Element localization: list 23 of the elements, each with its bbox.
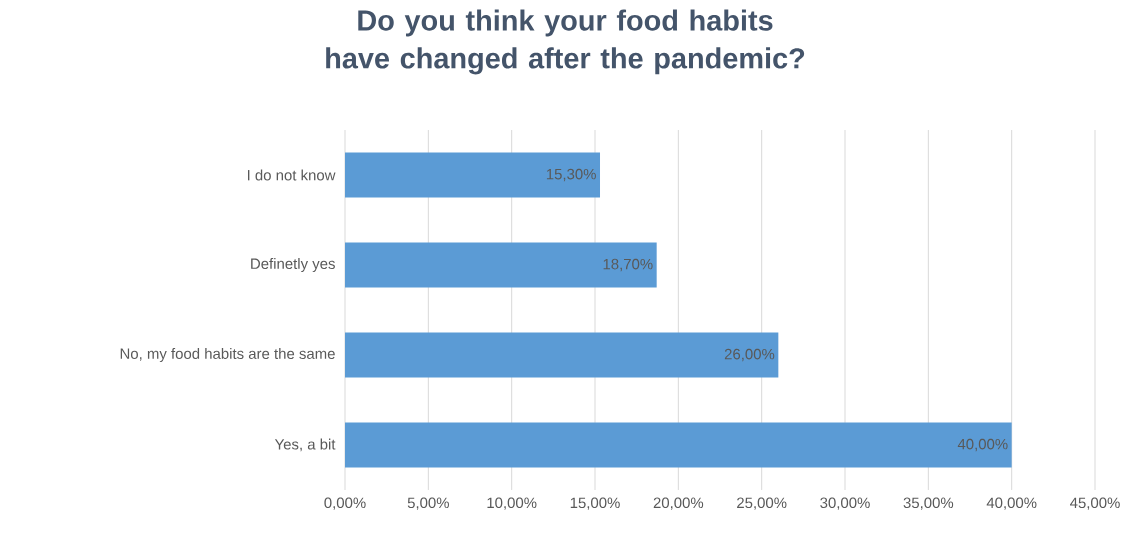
chart-title: Do you think your food habits have changed after the pandemic?: [326, 9, 805, 75]
y-tick-label: Definetly yes: [251, 258, 335, 272]
data-label: 40,00%: [957, 438, 1008, 452]
y-tick-label: I do not know: [247, 169, 336, 181]
x-tick-label: 45,00%: [1070, 497, 1120, 510]
y-tick-label: Yes, a bit: [274, 438, 336, 452]
bar: [345, 242, 657, 288]
data-label: 15,30%: [546, 168, 596, 182]
x-tick-label: 25,00%: [737, 497, 787, 510]
data-label: 18,70%: [603, 258, 653, 272]
y-tick-label: No, my food habits are the same: [120, 348, 335, 362]
data-label: 26,00%: [724, 348, 775, 362]
x-tick-label: 0,00%: [324, 497, 366, 510]
x-tick-label: 5,00%: [407, 497, 449, 510]
bar: [345, 152, 601, 198]
x-tick-label: 35,00%: [903, 497, 954, 510]
bar: [345, 422, 1012, 468]
x-tick-label: 20,00%: [653, 497, 704, 510]
x-tick-label: 40,00%: [986, 497, 1037, 510]
x-tick-label: 15,00%: [570, 497, 620, 510]
bar: [345, 332, 779, 378]
x-tick-label: 30,00%: [820, 497, 870, 510]
x-tick-label: 10,00%: [487, 497, 537, 510]
